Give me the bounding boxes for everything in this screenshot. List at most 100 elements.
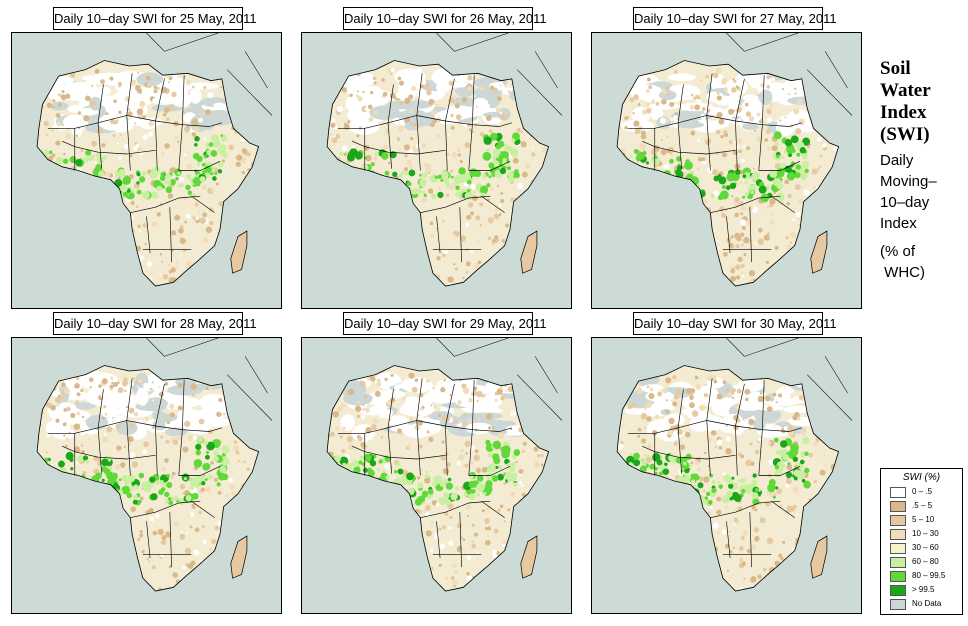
country-boundary: [387, 378, 475, 430]
neighbouring-coastline: [726, 33, 853, 116]
country-boundary: [642, 140, 736, 155]
map-title-line: Index: [880, 102, 927, 123]
country-boundary: [758, 161, 801, 213]
map-subtitle-line: Moving–: [880, 173, 937, 190]
coastline: [36, 60, 260, 287]
unit-note: (% of WHC): [880, 241, 925, 283]
country-boundary: [74, 115, 183, 171]
africa-map: [301, 337, 572, 614]
map-title-line: Water: [880, 80, 931, 101]
country-boundary: [445, 425, 512, 432]
map-subtitle: Daily Moving– 10–day Index: [880, 150, 937, 234]
country-boundary: [677, 73, 765, 125]
country-boundary: [337, 115, 446, 129]
legend-swatch: [890, 543, 906, 554]
country-boundary: [130, 500, 201, 518]
neighbouring-coastline: [146, 338, 273, 421]
country-boundary: [722, 207, 772, 263]
country-boundary: [677, 378, 765, 430]
country-boundary: [642, 445, 736, 460]
legend-label: 5 – 10: [912, 515, 935, 524]
country-boundary: [62, 445, 156, 460]
country-boundary: [722, 512, 772, 568]
neighbouring-coastline: [726, 338, 853, 421]
neighbouring-coastline: [436, 33, 563, 116]
country-boundary: [710, 195, 781, 213]
country-boundary: [352, 140, 446, 155]
coastline: [616, 60, 840, 287]
legend-label: .5 – 5: [912, 501, 933, 510]
africa-map: [591, 337, 862, 614]
panel-title: Daily 10–day SWI for 25 May, 2011: [53, 7, 257, 30]
panel-title: Daily 10–day SWI for 27 May, 2011: [633, 7, 837, 30]
country-boundary: [432, 207, 482, 263]
legend-label: 30 – 60: [912, 543, 939, 552]
panel-title: Daily 10–day SWI for 28 May, 2011: [53, 312, 257, 335]
map-title: Soil Water Index (SWI): [880, 58, 931, 146]
legend-label: > 99.5: [912, 585, 935, 594]
map-subtitle-line: Index: [880, 215, 917, 232]
country-boundary: [468, 161, 511, 213]
country-boundary: [654, 115, 763, 171]
madagascar-island: [520, 535, 538, 579]
country-boundary: [420, 500, 491, 518]
country-boundary: [364, 115, 473, 171]
country-boundary: [97, 73, 185, 125]
legend-swatch: [890, 599, 906, 610]
country-boundary: [352, 445, 446, 460]
panel-title: Daily 10–day SWI for 30 May, 2011: [633, 312, 837, 335]
legend-label: 80 – 99.5: [912, 571, 946, 580]
neighbouring-coastline: [436, 338, 563, 421]
legend-swatch: [890, 571, 906, 582]
africa-map: [11, 32, 282, 309]
legend-label: No Data: [912, 599, 942, 608]
coastline: [616, 365, 840, 592]
legend-swatch: [890, 515, 906, 526]
map-title-line: Soil: [880, 58, 911, 79]
country-boundary: [74, 420, 183, 476]
country-boundary: [97, 378, 185, 430]
country-boundary: [62, 140, 156, 155]
legend-label: 60 – 80: [912, 557, 939, 566]
country-boundary: [130, 195, 201, 213]
neighbouring-coastline: [146, 33, 273, 116]
country-boundary: [654, 420, 763, 476]
panel-title: Daily 10–day SWI for 26 May, 2011: [343, 7, 547, 30]
map-title-line: (SWI): [880, 124, 930, 145]
country-boundary: [142, 512, 192, 568]
legend-swatch: [890, 487, 906, 498]
country-boundary: [445, 120, 512, 127]
map-subtitle-line: Daily: [880, 152, 914, 169]
madagascar-island: [810, 230, 828, 274]
legend-title: SWI (%): [902, 472, 941, 483]
country-boundary: [364, 420, 473, 476]
madagascar-island: [230, 230, 248, 274]
legend-swatch: [890, 501, 906, 512]
country-boundary: [178, 466, 221, 518]
country-boundary: [468, 466, 511, 518]
coastline: [36, 365, 260, 592]
coastline: [326, 365, 550, 592]
legend: SWI (%) 0 – .5 .5 – 5 5 – 10 10 – 30 30 – 60…: [880, 468, 963, 615]
country-boundary: [710, 500, 781, 518]
country-boundary: [387, 73, 475, 125]
map-subtitle-line: 10–day: [880, 194, 930, 211]
country-boundary: [178, 161, 221, 213]
country-boundary: [735, 425, 802, 432]
country-boundary: [420, 195, 491, 213]
legend-swatch: [890, 529, 906, 540]
panel-title: Daily 10–day SWI for 29 May, 2011: [343, 312, 547, 335]
country-boundary: [155, 425, 222, 432]
coastline: [326, 60, 550, 287]
unit-line: WHC): [880, 264, 925, 281]
unit-line: (% of: [880, 243, 916, 260]
africa-map: [301, 32, 572, 309]
country-boundary: [758, 466, 801, 518]
africa-map: [591, 32, 862, 309]
africa-map: [11, 337, 282, 614]
madagascar-island: [230, 535, 248, 579]
legend-swatch: [890, 585, 906, 596]
madagascar-island: [520, 230, 538, 274]
country-boundary: [735, 120, 802, 127]
country-boundary: [142, 207, 192, 263]
